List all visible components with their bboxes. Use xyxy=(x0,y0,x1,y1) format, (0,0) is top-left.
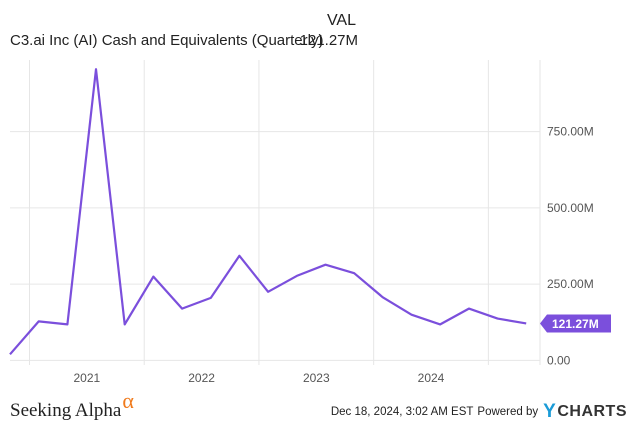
alpha-icon: α xyxy=(122,388,134,413)
x-axis-tick-labels: 2021 2022 2023 2024 xyxy=(74,371,445,385)
footer: Seeking Alphaα Dec 18, 2024, 3:02 AM EST… xyxy=(0,388,635,424)
y-axis-tick-labels: 0.00 250.00M 500.00M 750.00M xyxy=(547,125,594,368)
ycharts-logo[interactable]: Y CHARTS xyxy=(543,401,627,423)
powered-by-text: Powered by xyxy=(477,406,539,418)
legend-series-name: C3.ai Inc (AI) Cash and Equivalents (Qua… xyxy=(10,32,324,49)
y-tick-label: 750.00M xyxy=(547,125,594,139)
ycharts-y-icon: Y xyxy=(543,401,557,422)
y-tick-label: 500.00M xyxy=(547,201,594,215)
x-tick-label: 2022 xyxy=(188,371,215,385)
series-lines xyxy=(9,68,527,356)
last-value-tag-label: 121.27M xyxy=(552,317,599,331)
timestamp: Dec 18, 2024, 3:02 AM EST xyxy=(330,406,474,418)
attribution: Dec 18, 2024, 3:02 AM EST Powered by Y C… xyxy=(331,401,627,423)
vertical-gridlines xyxy=(29,60,489,365)
last-value-tag: 121.27M xyxy=(540,314,611,333)
x-tick-label: 2023 xyxy=(303,371,330,385)
y-tick-label: 0.00 xyxy=(547,353,571,367)
chart-legend: VAL C3.ai Inc (AI) Cash and Equivalents … xyxy=(10,12,360,52)
legend-column-header: VAL xyxy=(326,12,356,29)
series-line xyxy=(9,68,527,356)
seeking-alpha-logo[interactable]: Seeking Alphaα xyxy=(10,388,134,422)
horizontal-gridlines xyxy=(10,131,540,361)
y-tick-label: 250.00M xyxy=(547,277,594,291)
seeking-alpha-logo-text: Seeking Alpha xyxy=(10,400,122,421)
last-value-tag-shape xyxy=(540,314,611,333)
legend-series-value: 121.27M xyxy=(299,32,358,49)
x-tick-label: 2021 xyxy=(74,371,101,385)
x-tick-label: 2024 xyxy=(418,371,445,385)
ycharts-logo-text: CHARTS xyxy=(557,403,627,420)
